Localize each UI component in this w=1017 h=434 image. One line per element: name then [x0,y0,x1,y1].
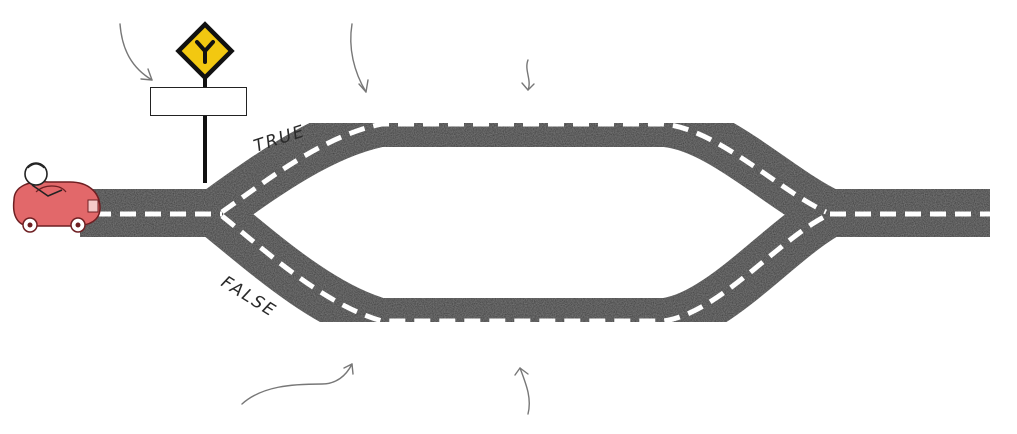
callout-arrows [119,23,535,415]
driver-icon [24,162,63,197]
arrow-icon [521,59,535,91]
arrow-icon [514,367,530,415]
arrow-icon [241,363,354,405]
sign-label-box [150,87,247,116]
true-branch-road [200,99,841,235]
lane-markings [95,121,990,324]
car-icon [12,180,101,233]
y-junction-sign-icon [175,21,235,81]
arrow-icon [119,23,153,81]
arrow-icon [350,23,369,93]
false-branch-road [198,191,843,346]
road-asphalt [80,99,990,346]
